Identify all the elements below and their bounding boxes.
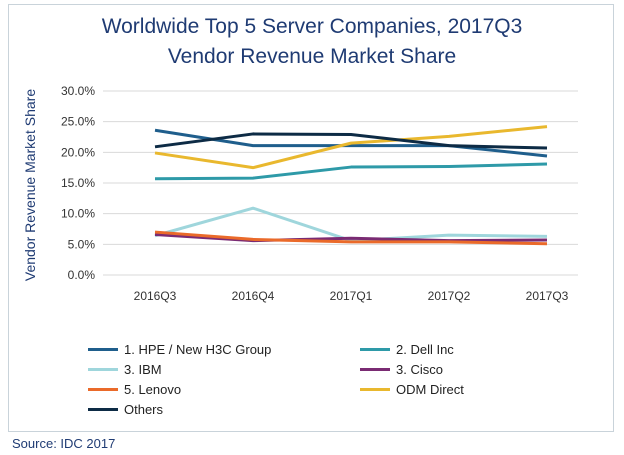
y-tick-label: 10.0%: [61, 207, 95, 221]
x-tick-label: 2017Q2: [428, 289, 471, 303]
series-line-4: [154, 233, 548, 243]
chart-subtitle: Vendor Revenue Market Share: [167, 45, 457, 68]
series-line-7: [154, 132, 548, 150]
chart-title: Worldwide Top 5 Server Companies, 2017Q3: [101, 15, 523, 38]
x-tick-label: 2016Q4: [232, 289, 275, 303]
series-line-6: [154, 125, 548, 170]
y-tick-label: 15.0%: [61, 176, 95, 190]
y-tick-label: 25.0%: [61, 115, 95, 129]
chart-frame: [8, 4, 614, 432]
source-note: Source: IDC 2017: [12, 436, 116, 451]
x-tick-label: 2017Q3: [526, 289, 569, 303]
y-tick-label: 30.0%: [61, 84, 95, 98]
y-tick-labels: 0.0% 5.0% 10.0% 15.0% 20.0% 25.0% 30.0%: [61, 84, 95, 282]
series-line-1: [154, 128, 548, 158]
gridlines: [103, 90, 578, 276]
x-tick-label: 2017Q1: [330, 289, 373, 303]
series-line-2: [154, 162, 548, 181]
series-lines: [154, 125, 548, 246]
y-tick-label: 0.0%: [68, 268, 96, 282]
y-tick-label: 20.0%: [61, 145, 95, 159]
x-tick-label: 2016Q3: [134, 289, 177, 303]
series-line-5: [154, 230, 548, 246]
y-tick-label: 5.0%: [68, 237, 96, 251]
x-tick-labels: 2016Q3 2016Q4 2017Q1 2017Q2 2017Q3: [134, 289, 569, 303]
